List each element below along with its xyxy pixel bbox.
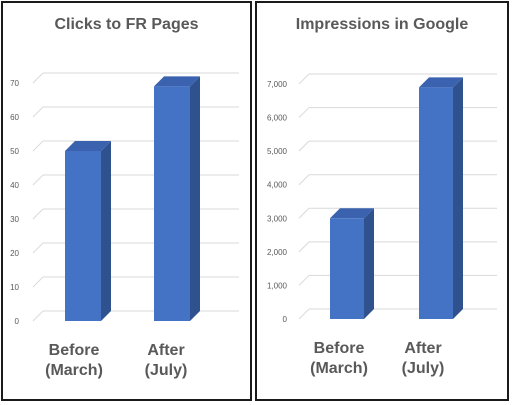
gridline-depth (298, 107, 310, 118)
gridline-depth (32, 174, 44, 186)
category-label-line: (March) (310, 360, 368, 377)
impressions-chart-plot: 0 1,000 2,000 3,000 4,000 5,000 6,000 7,000 (267, 73, 497, 324)
y-tick-label: 70 (10, 79, 19, 88)
gridline-depth (298, 207, 310, 219)
y-tick-label: 0 (15, 317, 20, 326)
y-tick-label: 7,000 (267, 80, 288, 89)
gridline-depth (298, 275, 310, 286)
category-label-line: Before (48, 342, 100, 359)
bar-side-face (453, 77, 463, 319)
bar-top-face (330, 208, 374, 219)
category-label-before: Before (March) (29, 341, 119, 381)
bar-side-face (190, 76, 200, 322)
chart-panel-clicks: 0 10 20 30 40 50 60 70 Clicks to FR Pages Befor… (1, 1, 252, 401)
bar (419, 87, 453, 319)
bar (330, 218, 364, 319)
category-label-line: After (404, 340, 442, 357)
category-label-line: (July) (144, 362, 188, 379)
gridline-depth (32, 106, 44, 118)
gridline-depth (32, 72, 44, 84)
bar-side-face (364, 208, 374, 319)
y-tick-label: 5,000 (267, 147, 288, 156)
gridline-depth (32, 310, 44, 322)
gridline-depth (32, 208, 44, 220)
y-tick-label: 2,000 (267, 248, 288, 257)
gridline-depth (298, 174, 310, 186)
bar-top-face (419, 77, 463, 88)
chart-panel-impressions: 0 1,000 2,000 3,000 4,000 5,000 6,000 7,000 Imp… (255, 1, 509, 401)
y-tick-label: 10 (10, 283, 19, 292)
category-label-after: After (July) (121, 341, 211, 381)
y-tick-label: 40 (10, 181, 19, 190)
category-label-after: After (July) (378, 339, 468, 379)
chart-title: Impressions in Google (295, 16, 469, 33)
gridline-depth (298, 73, 310, 85)
category-label-line: (July) (401, 360, 445, 377)
y-tick-label: 50 (10, 147, 19, 156)
gridline-depth (298, 140, 310, 152)
y-tick-label: 30 (10, 215, 19, 224)
bar-top-face (154, 76, 200, 87)
category-label-before: Before (March) (294, 339, 384, 379)
y-tick-label: 4,000 (267, 181, 288, 190)
bar-top-face (65, 141, 111, 151)
gridline-depth (298, 241, 310, 253)
bar (154, 86, 190, 322)
y-tick-label: 3,000 (267, 214, 288, 223)
bar (65, 151, 101, 321)
chart-title: Clicks to FR Pages (54, 16, 199, 33)
bar-side-face (101, 141, 111, 321)
y-tick-label: 1,000 (267, 281, 288, 290)
y-tick-label: 6,000 (267, 114, 288, 123)
category-label-line: After (147, 342, 185, 359)
category-label-line: Before (313, 340, 365, 357)
category-label-line: (March) (45, 362, 103, 379)
gridline-depth (32, 276, 44, 288)
clicks-chart-plot: 0 10 20 30 40 50 60 70 (10, 72, 239, 326)
gridline-depth (32, 140, 44, 152)
gridline-depth (32, 242, 44, 254)
y-tick-label: 60 (10, 113, 19, 122)
gridline-depth (298, 308, 310, 320)
y-tick-label: 20 (10, 249, 19, 258)
y-tick-label: 0 (283, 315, 288, 324)
